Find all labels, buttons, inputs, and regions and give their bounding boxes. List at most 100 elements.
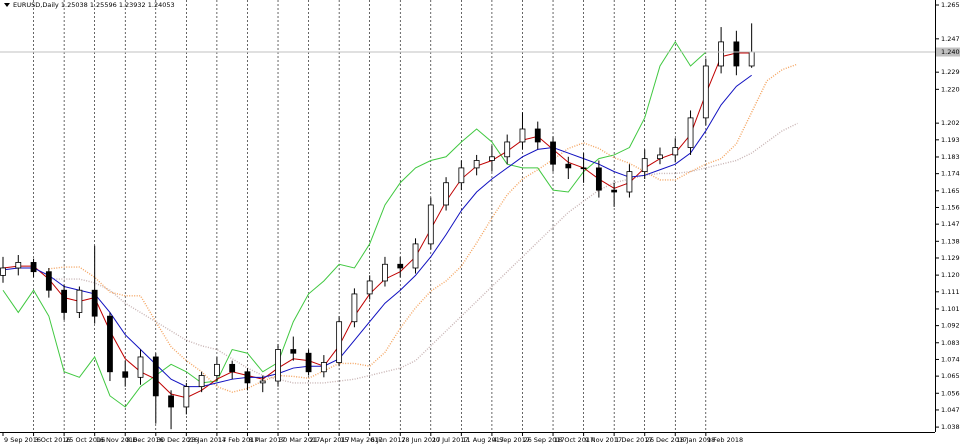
candle-body [320, 362, 327, 373]
x-tick-label: 18 Oct 2017 [554, 436, 594, 444]
candle-body [305, 352, 312, 373]
candle-body [565, 163, 572, 169]
symbol: EURUSD,Daily [13, 1, 59, 9]
candle-body [107, 315, 113, 373]
x-tick-label: 20 Jul 2017 [432, 436, 469, 444]
candle-body [657, 154, 663, 160]
candle-body [275, 349, 281, 382]
header-low: 1.23932 [119, 1, 146, 9]
y-tick-label: 1.22040 [941, 85, 960, 93]
y-tick-label: 1.04740 [941, 406, 960, 414]
x-tick-label: 15 May 2017 [340, 436, 382, 444]
candle-body [626, 171, 633, 193]
y-tick-label: 1.07465 [941, 355, 960, 363]
cloud-span [48, 63, 798, 393]
y-tick-label: 1.1384 [941, 237, 960, 245]
y-tick-label: 1.18390 [941, 153, 960, 161]
candle-body [702, 65, 709, 119]
candle-body [366, 280, 373, 295]
x-tick-label: 9 Nov 2017 [585, 436, 623, 444]
candle-body [76, 289, 83, 313]
y-tick-label: 1.14765 [941, 220, 960, 228]
y-tick-label: 1.15665 [941, 203, 960, 211]
candle-body [427, 204, 434, 245]
candle-body [61, 289, 68, 313]
candle-body [382, 263, 388, 282]
candle-body [15, 262, 22, 269]
candle-body [45, 271, 52, 291]
candle-body [733, 41, 740, 67]
candle-body [397, 263, 404, 269]
y-tick-label: 1.26590 [941, 1, 960, 9]
x-tick-label: 28 Jun 2017 [401, 436, 440, 444]
candle-body [137, 356, 144, 378]
candle-body [519, 128, 526, 143]
candle-body [580, 167, 587, 170]
x-tick-label: 25 Oct 2016 [65, 436, 105, 444]
y-tick-label: 1.03815 [941, 423, 960, 431]
candle-body [611, 189, 618, 193]
x-tick-label: 4 Sep 2017 [493, 436, 530, 444]
indicator-line [2, 40, 707, 408]
last-price-box [936, 47, 960, 57]
candle-body [412, 243, 419, 269]
y-tick-label: 1.05640 [941, 389, 960, 397]
candle-body [259, 380, 266, 384]
candle-body [351, 293, 358, 323]
candle-body [214, 363, 220, 376]
y-tick-label: 1.08365 [941, 339, 960, 347]
x-tick-label: 18 Jan 2018 [676, 436, 715, 444]
y-tick-label: 1.12940 [941, 254, 960, 262]
chart-header: EURUSD,Daily 1.25038 1.25596 1.23932 1.2… [13, 1, 175, 9]
header-high: 1.25596 [90, 1, 117, 9]
candle-body [168, 395, 174, 408]
x-tick-label: 3 Oct 2016 [35, 436, 71, 444]
candle-body [244, 371, 251, 384]
y-tick-label: 1.19315 [941, 136, 960, 144]
candle-body [534, 128, 541, 143]
y-tick-label: 1.10190 [941, 305, 960, 313]
x-tick-label: 14 Feb 2017 [218, 436, 258, 444]
candle-body [550, 141, 556, 165]
y-tick-label: 1.22965 [941, 68, 960, 76]
y-tick-label: 1.11115 [941, 288, 960, 296]
candle-body [473, 160, 480, 169]
candle-body [229, 363, 236, 373]
y-tick-label: 1.09290 [941, 322, 960, 330]
candle-body [0, 267, 6, 276]
candle-body [687, 117, 694, 148]
x-tick-label: 1 Dec 2017 [615, 436, 652, 444]
candle-body [443, 182, 449, 206]
candle-body [595, 167, 602, 191]
menu-icon[interactable] [4, 3, 10, 7]
x-tick-label: 30 Mar 2017 [279, 436, 320, 444]
last-price-label: 1.24053 [941, 48, 960, 56]
y-tick-label: 1.20215 [941, 119, 960, 127]
candle-body [152, 356, 159, 397]
y-tick-label: 1.12015 [941, 271, 960, 279]
candle-body [458, 167, 465, 184]
y-tick-label: 1.17490 [941, 170, 960, 178]
plot-area [0, 0, 798, 432]
candle-body [336, 321, 343, 363]
header-close: 1.24053 [148, 1, 175, 9]
header-open: 1.25038 [61, 1, 88, 9]
candle-body [290, 349, 297, 354]
y-tick-label: 1.16565 [941, 187, 960, 195]
x-tick-label: 26 Dec 2017 [646, 436, 688, 444]
x-tick-label: 9 Sep 2016 [4, 436, 41, 444]
candle-body [489, 156, 495, 161]
candle-body [91, 289, 98, 317]
x-tick-label: 9 Feb 2018 [707, 436, 743, 444]
x-tick-label: 11 Aug 2017 [462, 436, 504, 444]
x-tick-label: 23 Jan 2017 [187, 436, 226, 444]
candle-body [30, 262, 37, 273]
candle-body [748, 51, 755, 67]
candle-body [122, 371, 129, 378]
candle-body [198, 375, 205, 387]
candle-body [672, 147, 679, 156]
x-tick-label: 6 Jun 2017 [371, 436, 406, 444]
